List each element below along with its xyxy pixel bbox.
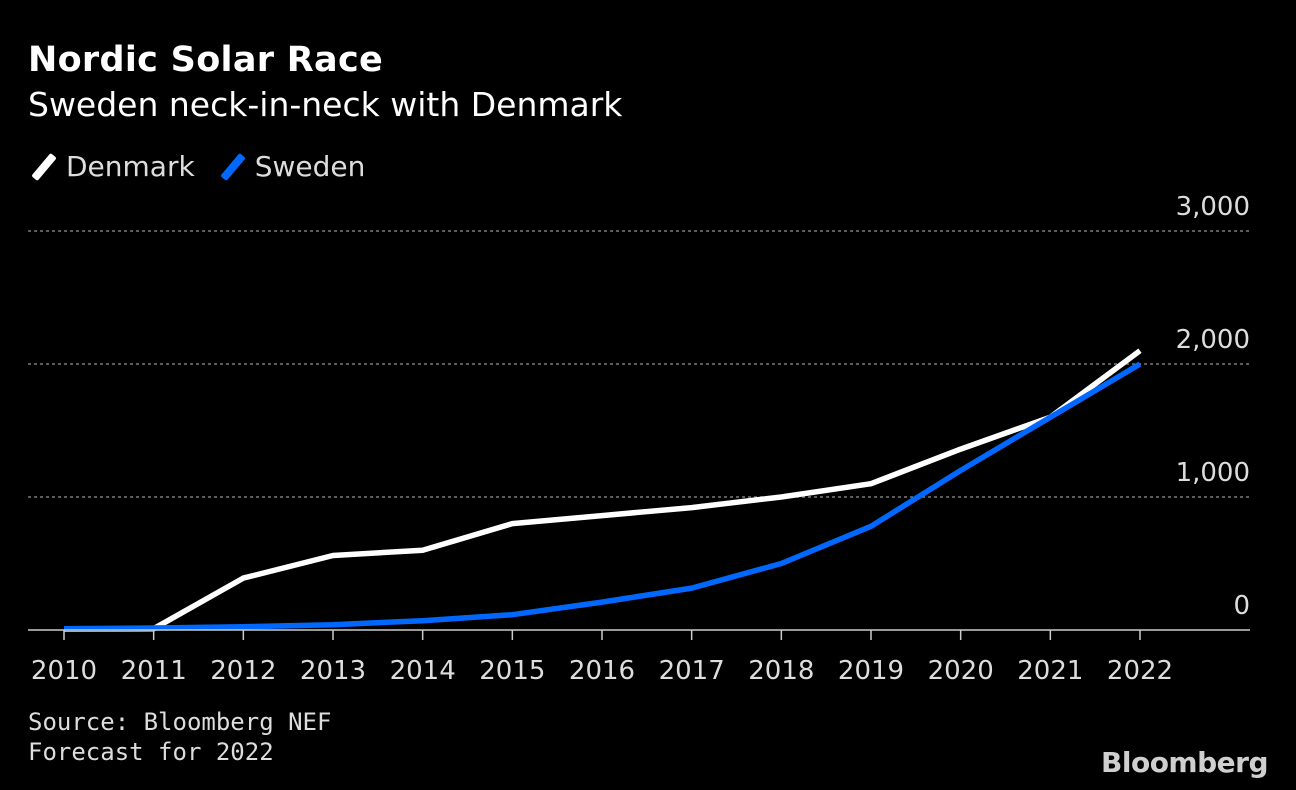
source-note: Source: Bloomberg NEF — [28, 708, 332, 736]
y-tick-label-1000: 1,000 — [1176, 458, 1250, 488]
x-tick-label-2020: 2020 — [928, 656, 994, 686]
axis-layer: 0 1,000 2,000 3,000 2010 2011 2012 2013 2014 2015… — [28, 192, 1250, 686]
series-layer — [63, 348, 1142, 633]
chart-title: Nordic Solar Race — [28, 40, 384, 80]
x-tick-label-2018: 2018 — [748, 656, 814, 686]
y-tick-label-0: 0 — [1233, 591, 1250, 621]
x-tick-label-2014: 2014 — [390, 656, 456, 686]
y-tick-label-2000: 2,000 — [1176, 325, 1250, 355]
chart-subtitle: Sweden neck-in-neck with Denmark — [28, 85, 623, 124]
chart-legend: Denmark Sweden — [28, 150, 387, 183]
legend-item-sweden: Sweden — [217, 150, 366, 183]
forecast-note: Forecast for 2022 — [28, 738, 274, 766]
y-tick-label-3000: 3,000 — [1176, 192, 1250, 222]
x-tick-label-2017: 2017 — [659, 656, 725, 686]
x-tick-label-2013: 2013 — [300, 656, 366, 686]
x-tick-label-2022: 2022 — [1107, 656, 1173, 686]
x-tick-label-2021: 2021 — [1017, 656, 1083, 686]
x-tick-label-2019: 2019 — [838, 656, 904, 686]
legend-label-sweden: Sweden — [254, 150, 366, 183]
chart-footer: Source: Bloomberg NEF Forecast for 2022 — [28, 707, 331, 767]
x-tick-label-2016: 2016 — [569, 656, 635, 686]
legend-item-denmark: Denmark — [28, 150, 195, 183]
grid-layer — [28, 230, 1250, 498]
x-tick-label-2015: 2015 — [479, 656, 545, 686]
x-tick-label-2012: 2012 — [210, 656, 276, 686]
bloomberg-logo: Bloomberg — [1101, 746, 1268, 779]
series-line-denmark — [63, 348, 1142, 633]
x-tick-label-2011: 2011 — [121, 656, 187, 686]
legend-label-denmark: Denmark — [66, 150, 195, 183]
x-tick-label-2010: 2010 — [31, 656, 97, 686]
